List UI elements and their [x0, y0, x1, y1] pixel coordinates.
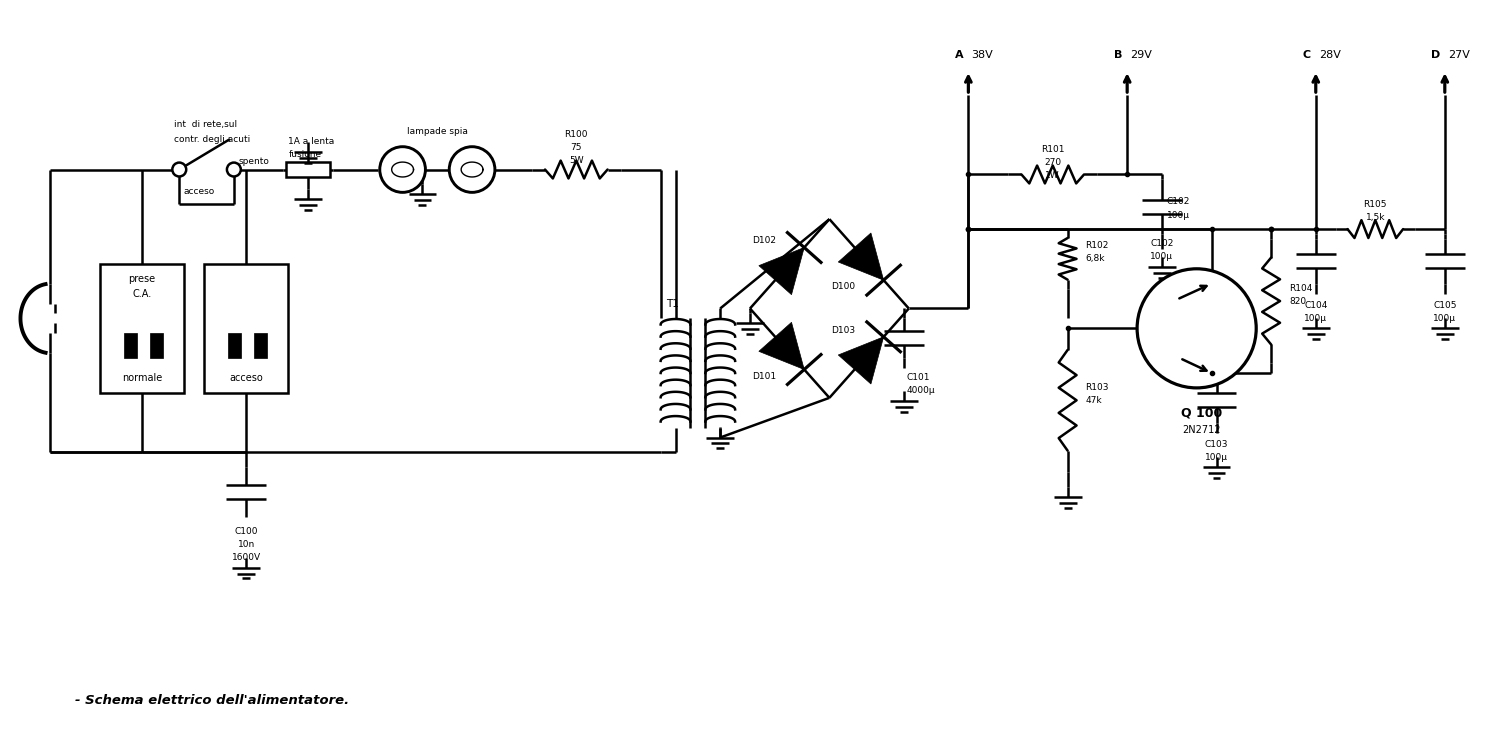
Text: acceso: acceso — [183, 187, 214, 196]
Text: 100μ: 100μ — [1167, 211, 1190, 220]
Text: 6,8k: 6,8k — [1086, 254, 1106, 263]
Text: 10n: 10n — [237, 540, 255, 549]
Text: R103: R103 — [1086, 383, 1108, 392]
Bar — [286, 162, 330, 177]
Text: 270: 270 — [1044, 158, 1062, 167]
Text: R102: R102 — [1086, 242, 1108, 251]
Text: 47k: 47k — [1086, 396, 1102, 405]
Text: 4000μ: 4000μ — [908, 387, 936, 396]
Text: D102: D102 — [752, 236, 776, 245]
Text: R101: R101 — [1041, 145, 1065, 154]
Text: C: C — [1302, 50, 1311, 61]
Text: A: A — [956, 50, 963, 61]
Text: 38V: 38V — [972, 50, 993, 61]
Text: fusione: fusione — [288, 150, 321, 159]
Text: 27V: 27V — [1448, 50, 1470, 61]
Text: 1600V: 1600V — [231, 553, 261, 562]
Text: 100μ: 100μ — [1434, 314, 1456, 323]
Polygon shape — [759, 322, 804, 370]
Text: D101: D101 — [752, 372, 776, 381]
Text: R105: R105 — [1364, 200, 1388, 209]
Text: Q 100: Q 100 — [1180, 406, 1222, 419]
Text: C104: C104 — [1304, 301, 1328, 310]
Text: R104: R104 — [1288, 283, 1312, 292]
Text: B: B — [1114, 50, 1122, 61]
Text: C102: C102 — [1150, 239, 1173, 248]
Text: 1A a lenta: 1A a lenta — [288, 137, 334, 147]
Text: 29V: 29V — [1130, 50, 1152, 61]
Text: C105: C105 — [1432, 301, 1456, 310]
Text: 100μ: 100μ — [1305, 314, 1328, 323]
Bar — [204, 264, 288, 393]
Bar — [254, 334, 267, 358]
Text: C.A.: C.A. — [132, 289, 152, 298]
Text: 2N2712: 2N2712 — [1182, 425, 1221, 435]
Text: normale: normale — [122, 373, 162, 383]
Text: acceso: acceso — [230, 373, 262, 383]
Text: D100: D100 — [831, 283, 855, 292]
Text: C100: C100 — [234, 527, 258, 536]
Bar — [100, 264, 184, 393]
Text: T1: T1 — [666, 298, 678, 308]
Text: D: D — [1431, 50, 1440, 61]
Circle shape — [172, 162, 186, 177]
Text: 1,5k: 1,5k — [1365, 212, 1384, 221]
Bar — [150, 334, 164, 358]
Polygon shape — [759, 248, 804, 295]
Text: lampade spia: lampade spia — [406, 127, 468, 136]
Circle shape — [226, 162, 242, 177]
Bar — [124, 334, 136, 358]
Text: C103: C103 — [1204, 440, 1228, 449]
Text: - Schema elettrico dell'alimentatore.: - Schema elettrico dell'alimentatore. — [75, 694, 350, 707]
Text: prese: prese — [129, 274, 156, 283]
Text: int  di rete,sul: int di rete,sul — [174, 120, 237, 129]
Text: C101: C101 — [908, 373, 930, 382]
Polygon shape — [839, 233, 884, 280]
Bar — [228, 334, 242, 358]
Text: 5W: 5W — [568, 156, 584, 165]
Text: contr. degli acuti: contr. degli acuti — [174, 135, 250, 144]
Text: 1W: 1W — [1046, 171, 1060, 180]
Text: spento: spento — [238, 157, 270, 166]
Text: 100μ: 100μ — [1150, 252, 1173, 261]
Text: 100μ: 100μ — [1204, 453, 1228, 462]
Text: 75: 75 — [570, 143, 582, 152]
Circle shape — [1137, 269, 1256, 388]
Circle shape — [380, 147, 426, 192]
Text: 28V: 28V — [1318, 50, 1341, 61]
Polygon shape — [839, 337, 884, 384]
Circle shape — [450, 147, 495, 192]
Text: R100: R100 — [564, 130, 588, 139]
Text: C102: C102 — [1167, 197, 1191, 206]
Text: 820: 820 — [1288, 296, 1306, 305]
Text: D103: D103 — [831, 325, 855, 334]
